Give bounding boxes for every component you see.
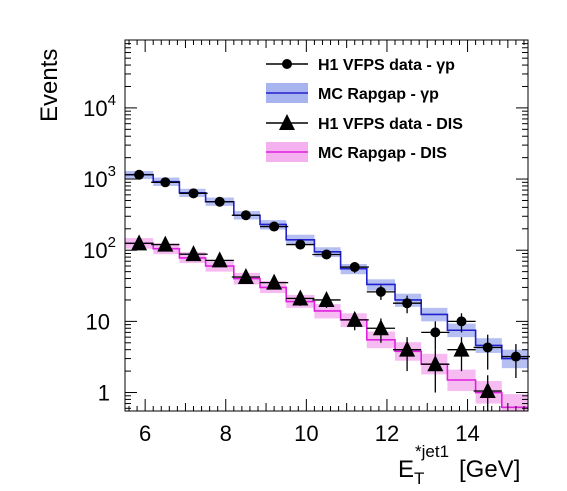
x-axis-label-sup: *jet1 (415, 442, 449, 461)
legend-circle-marker (282, 59, 292, 69)
data-point-triangle (318, 290, 335, 307)
x-tick-label: 10 (294, 421, 318, 446)
x-tick-label: 6 (139, 421, 151, 446)
data-point-circle (188, 188, 199, 199)
data-point-circle (402, 298, 413, 309)
legend-label: MC Rapgap - DIS (318, 145, 447, 162)
x-axis-label: ET *jet1 [GeV] (398, 442, 520, 488)
data-point-triangle (237, 268, 254, 285)
y-tick-label: 10 (86, 309, 110, 334)
data-point-triangle (185, 245, 202, 262)
data-point-circle (134, 169, 145, 180)
mc-histogram-line (125, 173, 528, 360)
data-point-circle (269, 221, 280, 232)
legend: H1 VFPS data - γp MC Rapgap - γp H1 VFPS… (266, 57, 463, 162)
data-point-circle (214, 196, 225, 207)
legend-label: H1 VFPS data - DIS (318, 116, 463, 133)
data-point-triangle (131, 234, 148, 251)
data-point-circle (482, 342, 493, 353)
data-point-triangle (266, 273, 283, 290)
data-point-triangle (211, 251, 228, 268)
data-point-circle (430, 327, 441, 338)
data-point-circle (510, 351, 521, 362)
y-tick-label: 102 (83, 234, 116, 263)
y-axis-label: Events (36, 49, 63, 122)
data-point-triangle (453, 340, 470, 357)
x-tick-label: 8 (220, 421, 232, 446)
y-tick-label: 103 (83, 163, 116, 192)
data-point-triangle (399, 340, 416, 357)
legend-entry-dis-data: H1 VFPS data - DIS (266, 114, 463, 133)
data-point-circle (295, 239, 306, 250)
x-axis-label-main: E (398, 456, 414, 483)
legend-entry-gp-mc: MC Rapgap - γp (266, 83, 439, 103)
data-point-circle (456, 316, 467, 327)
data-point-triangle (427, 355, 444, 372)
mc-histogram-line (125, 242, 528, 409)
data-point-triangle (157, 235, 174, 252)
data-point-circle (160, 177, 171, 188)
legend-entry-dis-mc: MC Rapgap - DIS (266, 142, 447, 162)
x-tick-label: 14 (455, 421, 479, 446)
y-tick-label: 104 (83, 92, 116, 121)
data-point-circle (375, 286, 386, 297)
data-point-triangle (292, 289, 309, 306)
data-point-circle (240, 210, 251, 221)
legend-label: H1 VFPS data - γp (318, 57, 455, 74)
data-point-circle (321, 249, 332, 260)
data-point-circle (349, 262, 360, 273)
x-axis-label-sub: T (414, 469, 424, 488)
x-axis-label-unit: [GeV] (459, 456, 520, 483)
legend-triangle-marker (279, 114, 295, 130)
axes: 6 8 10 12 14 1 10 102 103 104 (83, 39, 528, 446)
x-tick-label: 12 (375, 421, 399, 446)
y-tick-label: 1 (98, 381, 110, 406)
legend-entry-gp-data: H1 VFPS data - γp (266, 57, 455, 74)
data-point-triangle (372, 319, 389, 336)
legend-label: MC Rapgap - γp (318, 86, 439, 103)
data-points (125, 169, 531, 411)
plot-frame (124, 39, 529, 412)
data-point-triangle (479, 382, 496, 399)
data-point-triangle (346, 310, 363, 327)
